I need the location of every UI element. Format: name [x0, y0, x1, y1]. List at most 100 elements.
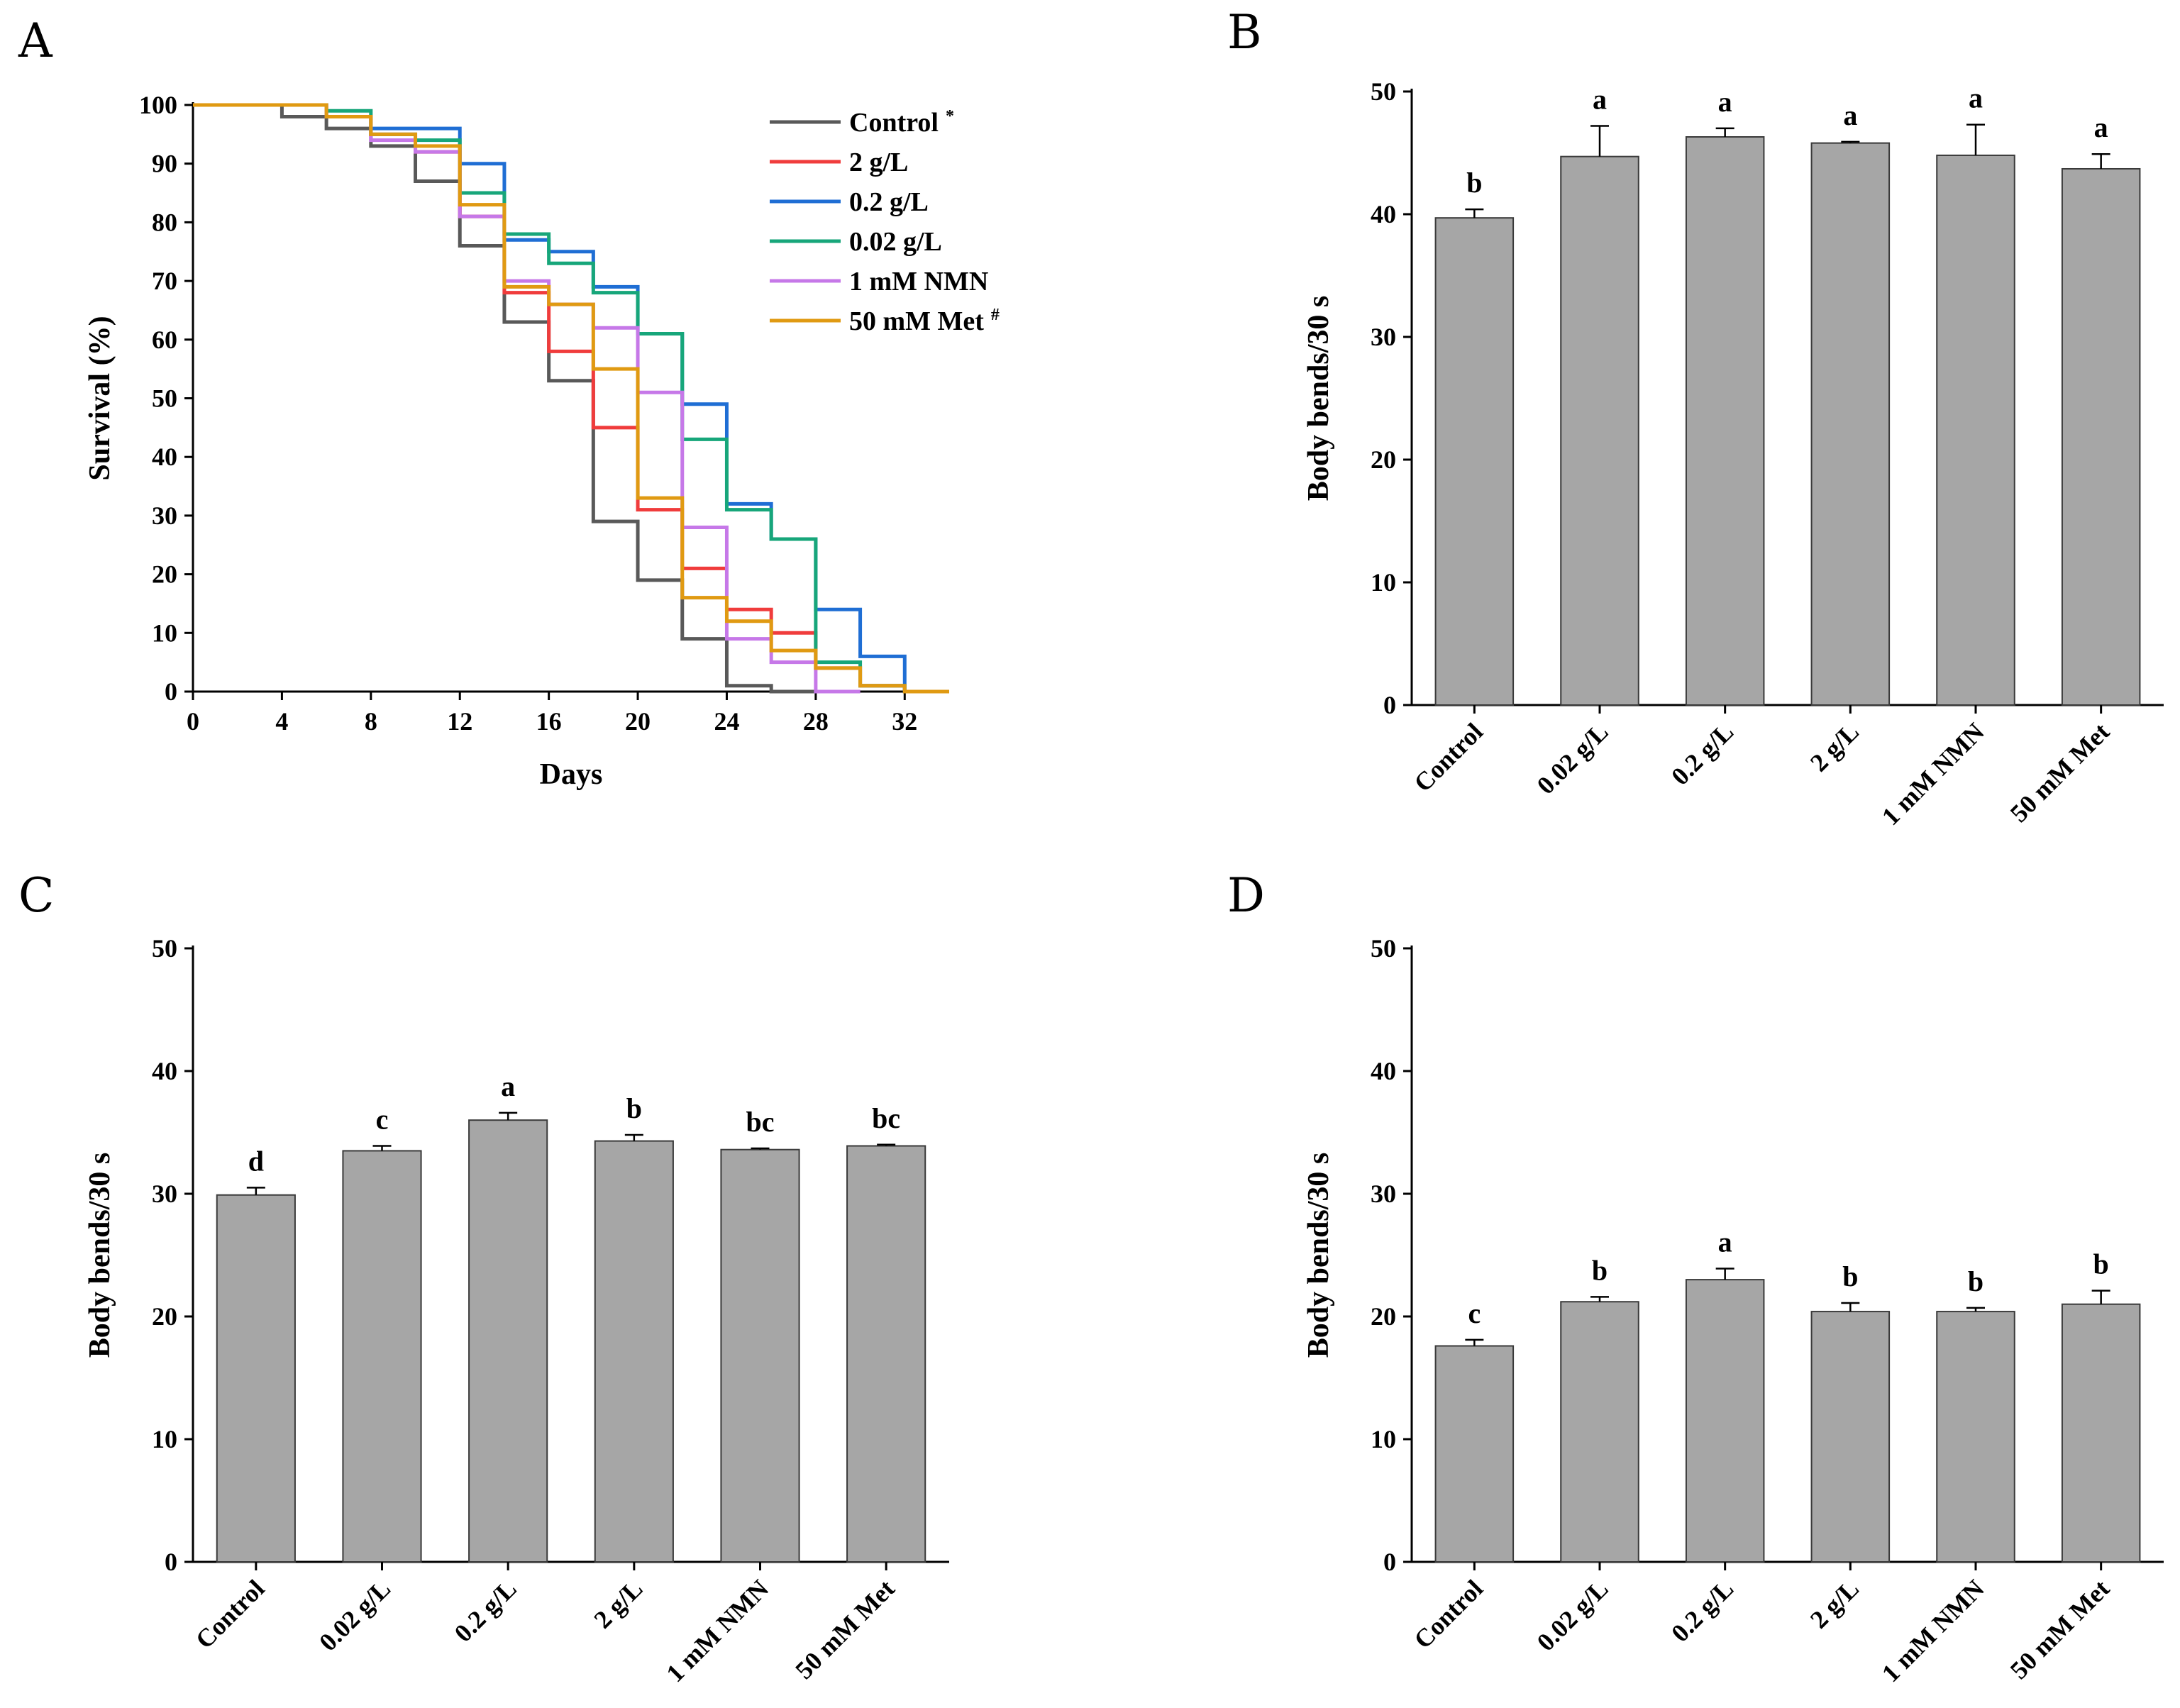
- panel-a-series-0-02-g-l: [193, 103, 907, 692]
- panel-b-significance-label: b: [1466, 167, 1482, 199]
- panel-a-y-tick-label: 80: [152, 208, 177, 236]
- panel-b-y-tick-label: 50: [1371, 77, 1396, 106]
- panel-c-letter: C: [18, 868, 55, 923]
- panel-a-y-tick-label: 50: [152, 384, 177, 413]
- panel-b-category-label: 1 mM NMN: [1876, 717, 1990, 831]
- panel-a-x-tick-label: 12: [447, 707, 472, 736]
- panel-c-significance-label: bc: [872, 1102, 900, 1134]
- panel-a-x-tick-label: 0: [187, 707, 199, 736]
- panel-a-legend-label-0-02-g-l: 0.02 g/L: [849, 227, 942, 257]
- panel-a-legend-label-2-g-l: 2 g/L: [849, 148, 908, 177]
- panel-a-y-tick-label: 10: [152, 619, 177, 647]
- panel-c-y-tick-label: 20: [152, 1302, 177, 1331]
- panel-a-chart: A 0 10 20 30 40 50 60 70 80 90 100 Survival (%) 0 4 8 12…: [18, 13, 1000, 791]
- panel-a-y-tick-label: 20: [152, 560, 177, 589]
- panel-b-bar: [1560, 155, 1639, 706]
- panel-d-category-label: 1 mM NMN: [1876, 1574, 1990, 1687]
- panel-c-category-label: 50 mM Met: [790, 1574, 900, 1685]
- panel-a-x-tick-label: 16: [536, 707, 562, 736]
- panel-a-legend-label-0-2-g-l: 0.2 g/L: [849, 187, 929, 217]
- panel-a-y-tick-label: 40: [152, 443, 177, 471]
- panel-b-y-tick-label: 20: [1371, 445, 1396, 474]
- panel-d-bar: [1810, 1311, 1891, 1563]
- panel-a-series-0-2-g-l: [193, 103, 949, 694]
- panel-d-significance-label: b: [1592, 1254, 1608, 1286]
- panel-a-x-tick-label: 28: [803, 707, 829, 736]
- panel-d-chart: D 0 10 20 30 40 50 Body bends/30 s c Control b 0.02…: [1227, 868, 2164, 1687]
- panel-c-category-label: Control: [190, 1574, 270, 1654]
- panel-d-letter: D: [1227, 868, 1265, 923]
- panel-b-y-axis-title: Body bends/30 s: [1302, 296, 1335, 501]
- panel-c-y-tick-label: 30: [152, 1180, 177, 1208]
- panel-b-category-label: 50 mM Met: [2005, 717, 2115, 828]
- panel-d-significance-label: c: [1468, 1297, 1481, 1329]
- panel-a-y-tick-label: 0: [165, 677, 177, 706]
- panel-c-category-label: 1 mM NMN: [660, 1574, 774, 1687]
- panel-c-y-tick-label: 0: [165, 1548, 177, 1576]
- panel-b-y-tick-label: 10: [1371, 568, 1396, 597]
- panel-b-significance-label: a: [1843, 99, 1857, 131]
- panel-b-bar: [2061, 167, 2141, 706]
- panel-b-category-label: 0.2 g/L: [1666, 717, 1739, 790]
- panel-b-bar: [1434, 217, 1515, 706]
- panel-a-legend-label-50-mm-met: 50 mM Met #: [849, 306, 1000, 336]
- panel-d-y-tick-label: 40: [1371, 1057, 1396, 1085]
- panel-a-letter: A: [18, 13, 53, 68]
- panel-c-bar: [594, 1140, 674, 1563]
- panel-c-category-label: 2 g/L: [588, 1574, 648, 1634]
- panel-b-category-label: Control: [1408, 717, 1488, 797]
- panel-b-significance-label: a: [1718, 86, 1732, 118]
- panel-d-significance-label: b: [2093, 1248, 2109, 1280]
- panel-d-category-label: 2 g/L: [1805, 1574, 1864, 1634]
- panel-d-y-axis-title: Body bends/30 s: [1302, 1153, 1335, 1358]
- panel-b-y-tick-label: 40: [1371, 200, 1396, 228]
- panel-c-significance-label: d: [248, 1145, 264, 1177]
- panel-c-bar: [720, 1148, 800, 1563]
- panel-c-y-tick-label: 50: [152, 934, 177, 963]
- panel-a-x-tick-label: 32: [892, 707, 917, 736]
- panel-d-category-label: Control: [1408, 1574, 1488, 1654]
- panel-b-y-tick-label: 30: [1371, 323, 1396, 351]
- panel-a-legend-label-1-mm-nmn: 1 mM NMN: [849, 267, 988, 296]
- panel-a-x-tick-label: 20: [625, 707, 651, 736]
- panel-d-category-label: 0.2 g/L: [1666, 1574, 1739, 1647]
- panel-b-category-label: 2 g/L: [1805, 717, 1864, 777]
- panel-d-category-label: 0.02 g/L: [1532, 1574, 1614, 1656]
- panel-c-chart: C 0 10 20 30 40 50 Body bends/30 s d Control c 0.02…: [18, 868, 949, 1687]
- panel-c-bar: [342, 1150, 422, 1563]
- panel-a-x-tick-label: 8: [365, 707, 377, 736]
- panel-a-x-tick-label: 4: [275, 707, 288, 736]
- panel-c-y-axis-title: Body bends/30 s: [84, 1153, 116, 1358]
- panel-a-series-50-mm-met: [193, 103, 949, 694]
- panel-a-y-tick-label: 60: [152, 326, 177, 354]
- panel-c-significance-label: b: [626, 1092, 642, 1124]
- panel-a-series-1-mm-nmn: [193, 103, 861, 694]
- panel-c-bar: [846, 1145, 926, 1563]
- panel-d-y-tick-label: 10: [1371, 1425, 1396, 1453]
- panel-a-legend-marker: #: [991, 306, 1000, 324]
- panel-d-bar: [1434, 1345, 1515, 1563]
- panel-b-category-label: 0.02 g/L: [1532, 717, 1614, 799]
- panel-c-category-label: 0.02 g/L: [314, 1574, 396, 1656]
- panel-c-category-label: 0.2 g/L: [449, 1574, 522, 1647]
- panel-c-bar: [468, 1119, 548, 1563]
- panel-a-y-tick-label: 30: [152, 501, 177, 530]
- panel-c-significance-label: a: [501, 1070, 515, 1102]
- panel-a-x-tick-label: 24: [714, 707, 739, 736]
- panel-b-bar: [1810, 142, 1891, 706]
- panel-d-y-tick-label: 50: [1371, 934, 1396, 963]
- panel-d-significance-label: b: [1968, 1265, 1983, 1297]
- panel-c-y-tick-label: 40: [152, 1057, 177, 1085]
- panel-d-bar: [1685, 1279, 1765, 1563]
- panel-b-significance-label: a: [1969, 82, 1983, 114]
- panel-a-legend-marker: *: [946, 107, 954, 126]
- panel-a-y-tick-label: 90: [152, 150, 177, 178]
- panel-c-significance-label: bc: [746, 1106, 775, 1138]
- panel-d-bar: [1936, 1311, 2015, 1563]
- panel-d-bar: [1560, 1301, 1639, 1563]
- panel-b-letter: B: [1227, 5, 1262, 60]
- panel-b-bar: [1685, 136, 1765, 706]
- panel-b-chart: B 0 10 20 30 40 50 Body bends/30 s b Control a 0.02…: [1227, 5, 2164, 831]
- panel-d-y-tick-label: 0: [1383, 1548, 1396, 1576]
